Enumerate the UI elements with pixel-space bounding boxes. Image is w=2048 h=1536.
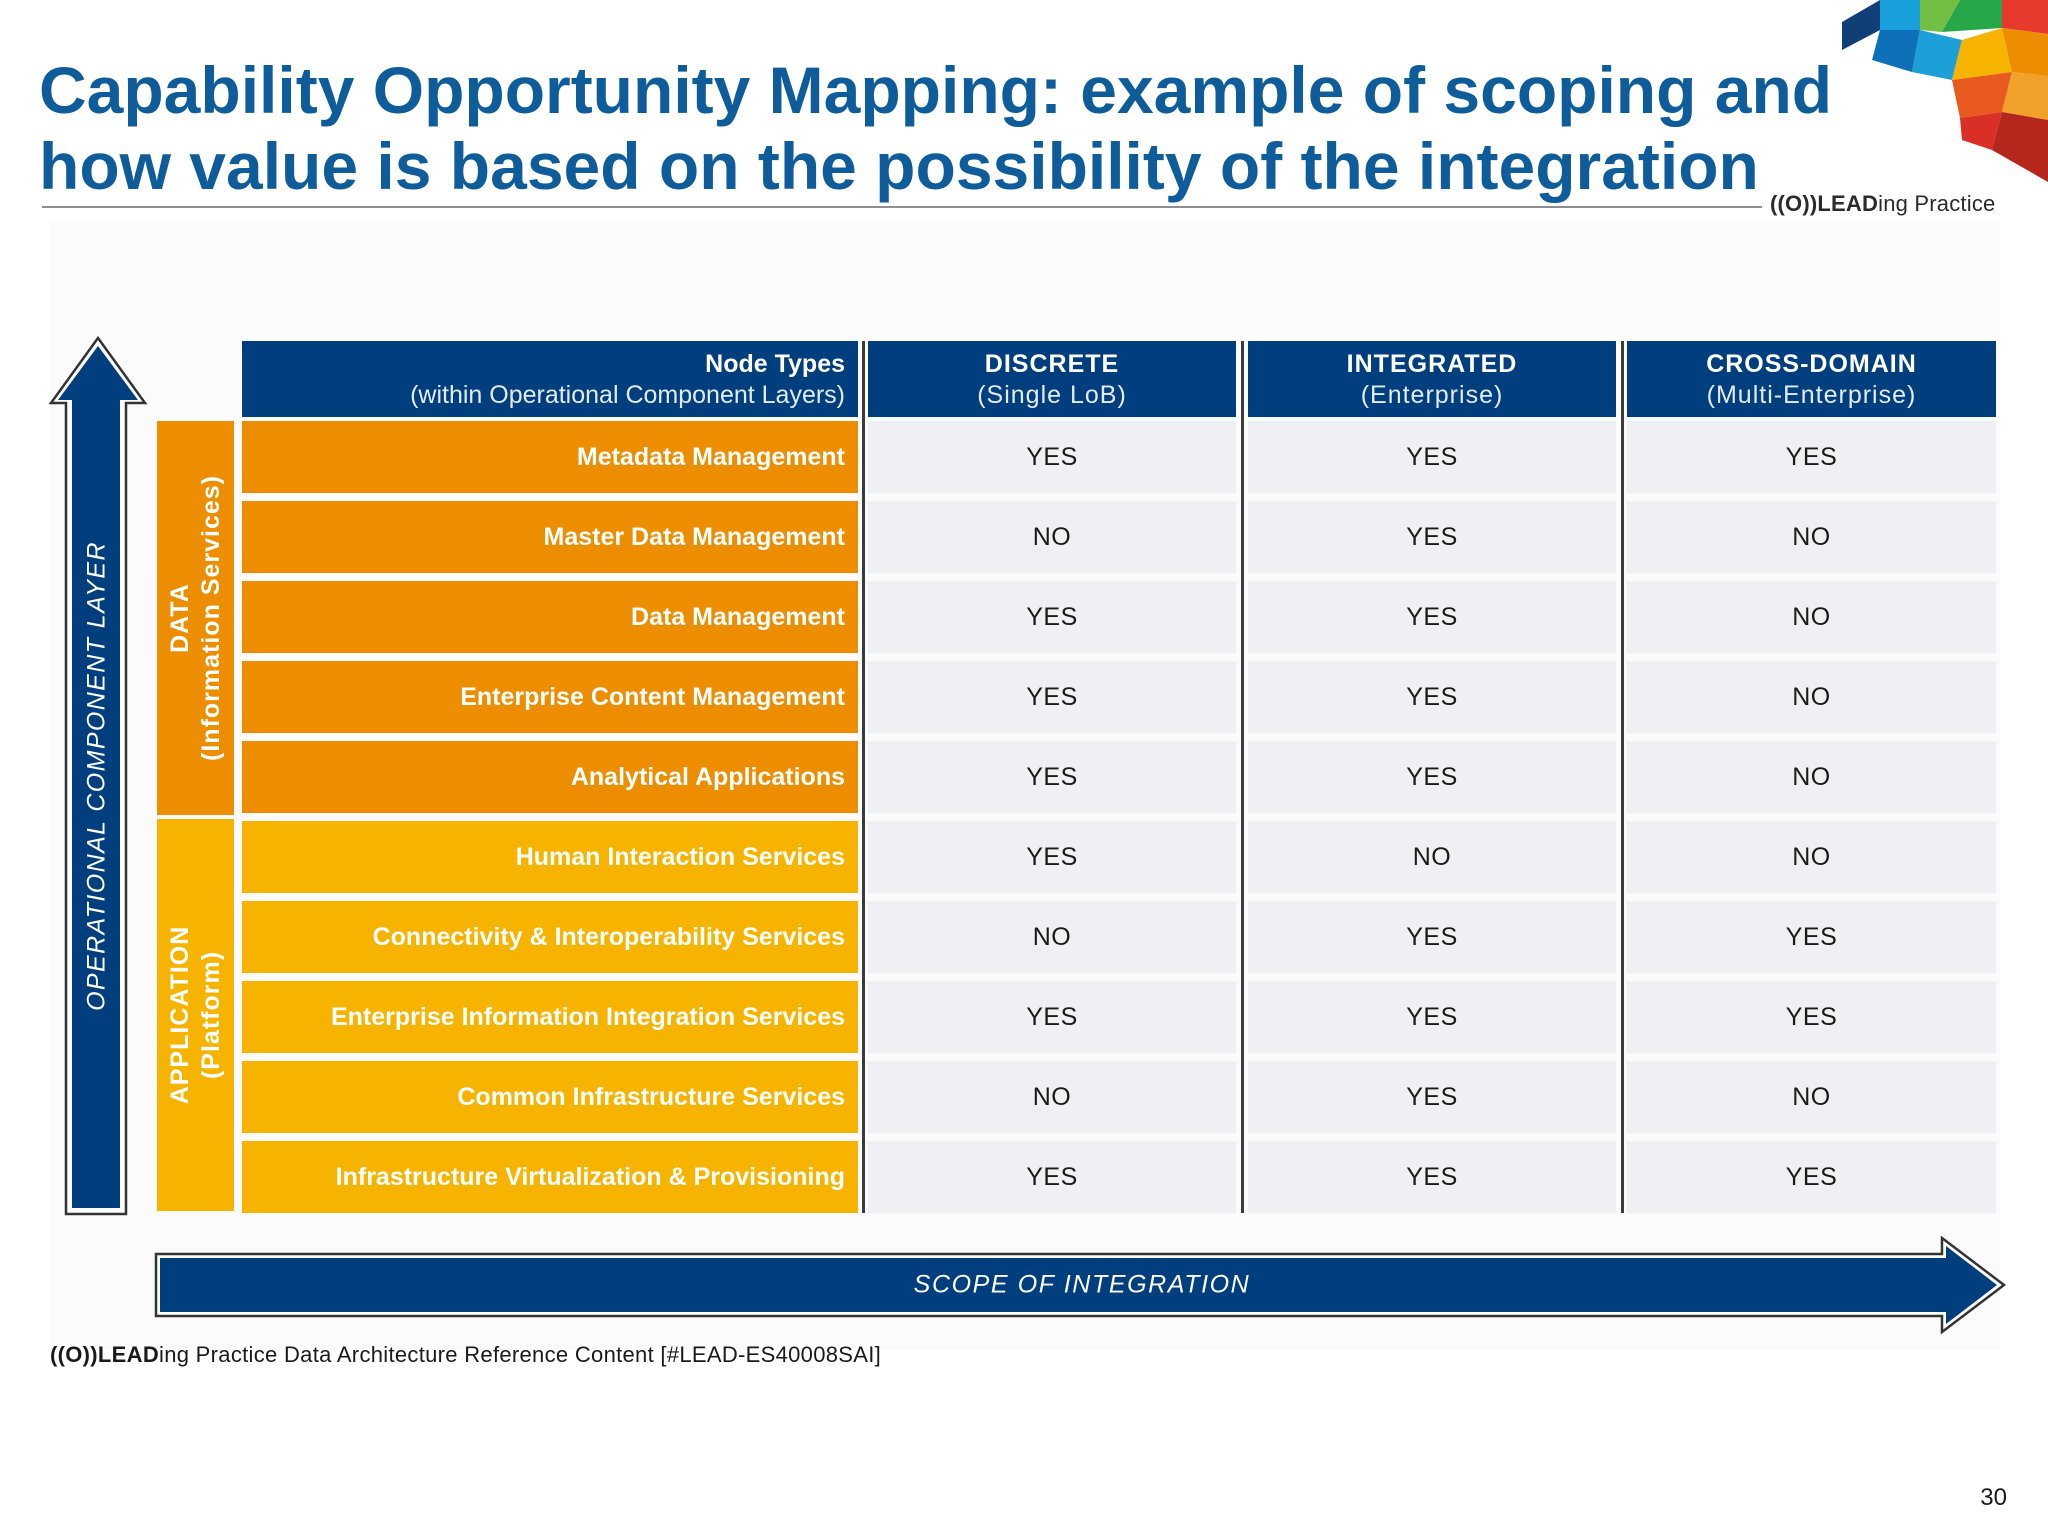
header-integrated-subtitle: (Enterprise) [1360,381,1504,409]
cell-discrete: NO [868,501,1236,573]
header-cross-domain-title: CROSS-DOMAIN [1706,350,1917,378]
cell-cross-domain: YES [1627,901,1996,973]
row-label: Metadata Management [242,421,858,493]
column-divider [862,341,865,1213]
vertical-axis-label: OPERATIONAL COMPONENT LAYER [82,541,111,1011]
header-node-types-title: Node Types [705,350,845,378]
cell-cross-domain: YES [1627,981,1996,1053]
header-cross-domain: CROSS-DOMAIN (Multi-Enterprise) [1627,341,1996,417]
cell-integrated: YES [1248,1061,1616,1133]
cell-cross-domain: NO [1627,821,1996,893]
page-number: 30 [1980,1484,2007,1511]
group-label-application: APPLICATION (Platform) [165,926,227,1105]
cell-discrete: YES [868,581,1236,653]
cell-discrete: YES [868,821,1236,893]
footer-reference: ((O))LEADing Practice Data Architecture … [50,1342,881,1368]
header-node-types-subtitle: (within Operational Component Layers) [410,381,845,409]
brand-name: ing Practice [1878,191,1996,216]
row-label: Enterprise Information Integration Servi… [242,981,858,1053]
horizontal-axis-label: SCOPE OF INTEGRATION [913,1270,1251,1299]
cell-integrated: YES [1248,1141,1616,1213]
cell-integrated: YES [1248,581,1616,653]
cell-discrete: YES [868,981,1236,1053]
cell-discrete: YES [868,741,1236,813]
cell-cross-domain: NO [1627,741,1996,813]
cell-integrated: YES [1248,981,1616,1053]
group-application-line2: (Platform) [196,950,225,1080]
row-label: Data Management [242,581,858,653]
brand-mark: ((O))LEAD [1770,191,1879,216]
group-bar-data: DATA (Information Services) [157,421,234,815]
column-divider [1621,341,1624,1213]
horizontal-axis-arrow [154,1236,2007,1335]
brand-logo-text: ((O))LEADing Practice [1770,191,1995,217]
row-label: Human Interaction Services [242,821,858,893]
header-cross-domain-subtitle: (Multi-Enterprise) [1706,381,1917,409]
column-divider [1241,341,1244,1213]
cell-discrete: NO [868,1061,1236,1133]
page-title: Capability Opportunity Mapping: example … [39,52,1919,204]
cell-integrated: YES [1248,661,1616,733]
cell-cross-domain: YES [1627,421,1996,493]
cell-integrated: YES [1248,501,1616,573]
group-data-line2: (Information Services) [196,475,225,761]
cell-cross-domain: NO [1627,661,1996,733]
row-label: Connectivity & Interoperability Services [242,901,858,973]
row-label: Enterprise Content Management [242,661,858,733]
header-node-types: Node Types (within Operational Component… [242,341,858,417]
row-label: Master Data Management [242,501,858,573]
group-bar-application: APPLICATION (Platform) [157,819,234,1211]
cell-discrete: YES [868,421,1236,493]
row-label: Analytical Applications [242,741,858,813]
cell-discrete: YES [868,1141,1236,1213]
cell-integrated: YES [1248,421,1616,493]
header-integrated: INTEGRATED (Enterprise) [1248,341,1616,417]
header-discrete: DISCRETE (Single LoB) [868,341,1236,417]
vertical-axis-arrow [48,336,148,1216]
row-label: Common Infrastructure Services [242,1061,858,1133]
cell-integrated: YES [1248,741,1616,813]
header-discrete-subtitle: (Single LoB) [977,381,1127,409]
cell-discrete: YES [868,661,1236,733]
row-label: Infrastructure Virtualization & Provisio… [242,1141,858,1213]
group-data-line1: DATA [165,583,194,653]
title-underline [42,206,1762,208]
group-application-line1: APPLICATION [165,925,194,1105]
cell-discrete: NO [868,901,1236,973]
cell-cross-domain: NO [1627,501,1996,573]
header-integrated-title: INTEGRATED [1346,350,1518,378]
cell-cross-domain: NO [1627,581,1996,653]
footer-brand-mark: ((O))LEAD [50,1342,160,1367]
header-discrete-title: DISCRETE [984,350,1120,378]
logo-mosaic-icon [1842,0,2048,182]
title-line-2: how value is based on the possibility of… [39,129,1759,203]
cell-cross-domain: NO [1627,1061,1996,1133]
group-label-data: DATA (Information Services) [165,475,227,761]
title-line-1: Capability Opportunity Mapping: example … [39,53,1833,127]
cell-integrated: YES [1248,901,1616,973]
footer-reference-text: ing Practice Data Architecture Reference… [159,1342,882,1367]
cell-cross-domain: YES [1627,1141,1996,1213]
cell-integrated: NO [1248,821,1616,893]
